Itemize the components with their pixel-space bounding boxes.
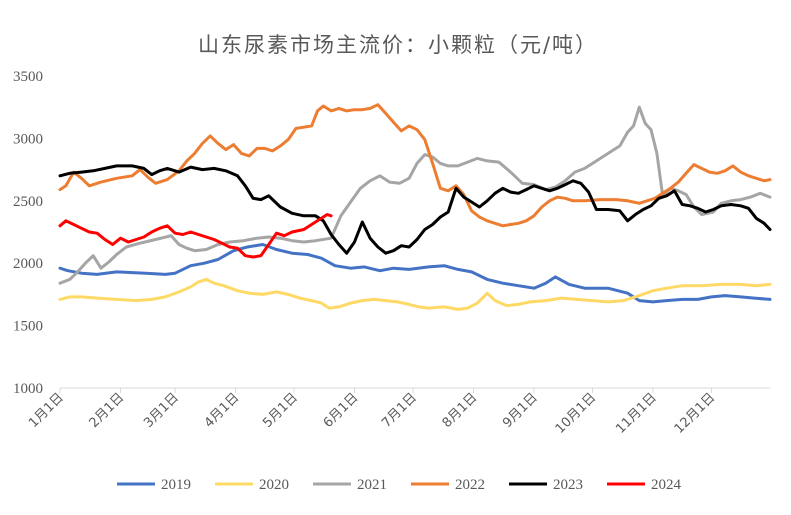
legend-label: 2022 (455, 477, 485, 493)
series-line-2021 (58, 105, 772, 285)
x-tick-label: 9月1日 (500, 390, 541, 431)
y-tick-label: 2000 (13, 256, 43, 272)
x-tick-label: 5月1日 (260, 390, 301, 431)
x-tick-label: 3月1日 (141, 390, 182, 431)
legend-item-2022: 2022 (411, 477, 485, 493)
x-tick-label: 2月1日 (87, 390, 128, 431)
series-line-2022 (58, 103, 772, 228)
legend-item-2024: 2024 (607, 477, 682, 493)
series-line-2020 (58, 277, 772, 311)
y-tick-label: 1000 (13, 381, 43, 397)
legend-label: 2023 (553, 477, 583, 493)
x-tick-label: 12月1日 (672, 390, 719, 437)
legend-item-2020: 2020 (215, 477, 289, 493)
x-tick-label: 8月1日 (440, 390, 481, 431)
legend-label: 2024 (651, 477, 682, 493)
x-tick-label: 10月1日 (553, 390, 600, 437)
legend-item-2021: 2021 (313, 477, 387, 493)
series-line-2023 (58, 164, 772, 255)
chart-title: 山东尿素市场主流价：小颗粒（元/吨） (198, 33, 598, 57)
x-tick-label: 4月1日 (202, 390, 243, 431)
x-tick-label: 6月1日 (321, 390, 362, 431)
legend: 2019 2020 2021 2022 2023 2024 (117, 477, 682, 493)
legend-item-2019: 2019 (117, 477, 191, 493)
y-tick-label: 1500 (13, 319, 43, 335)
y-tick-label: 3500 (13, 69, 43, 85)
x-tick-label: 11月1日 (613, 390, 660, 437)
y-tick-label: 2500 (13, 194, 43, 210)
y-tick-label: 3000 (13, 131, 43, 147)
series-line-2024 (58, 213, 333, 259)
x-tick-label: 7月1日 (379, 390, 420, 431)
legend-label: 2019 (161, 477, 191, 493)
plot-area (58, 103, 772, 311)
series-line-2019 (58, 243, 772, 304)
legend-label: 2020 (259, 477, 289, 493)
legend-item-2023: 2023 (509, 477, 583, 493)
legend-label: 2021 (357, 477, 387, 493)
